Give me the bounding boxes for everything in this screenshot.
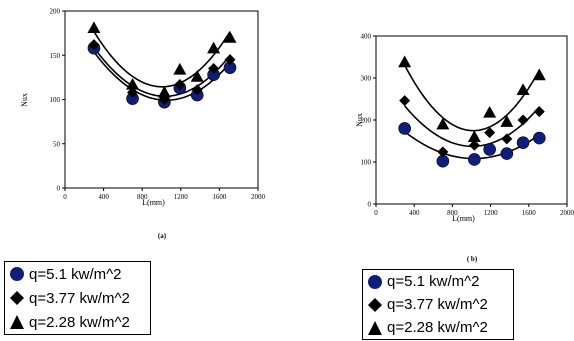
trendline-series-3 bbox=[93, 31, 231, 88]
y-tick-label: 0 bbox=[368, 201, 372, 209]
data-point-triangle bbox=[157, 85, 171, 98]
data-point-triangle bbox=[190, 69, 204, 82]
y-tick-label: 400 bbox=[361, 33, 372, 41]
panel-label: (a) bbox=[158, 232, 167, 240]
y-tick-label: 100 bbox=[50, 96, 61, 104]
chart-panel-b: 0 100 200 300 400 0 400 800 1200 1600 2000 L(mm) Nux… bbox=[355, 33, 574, 264]
data-point-circle bbox=[468, 153, 481, 166]
data-point-circle bbox=[516, 136, 530, 149]
data-point-diamond bbox=[501, 133, 513, 145]
legend-label: q=3.77 kw/m^2 bbox=[29, 289, 130, 307]
data-point-diamond bbox=[533, 106, 545, 118]
y-tick-label: 100 bbox=[361, 159, 372, 167]
data-point-diamond bbox=[468, 139, 480, 151]
data-point-diamond bbox=[208, 63, 220, 75]
data-point-triangle bbox=[398, 55, 412, 68]
data-point-triangle bbox=[436, 117, 450, 130]
diamond-marker-icon bbox=[9, 290, 25, 306]
x-tick-label: 1600 bbox=[522, 209, 537, 217]
legend-item: q=2.28 kw/m^2 bbox=[5, 310, 150, 334]
data-point-triangle bbox=[500, 115, 514, 127]
data-point-diamond bbox=[127, 86, 139, 98]
x-tick-label: 2000 bbox=[251, 193, 266, 201]
x-tick-label: 800 bbox=[137, 193, 148, 201]
y-tick-label: 300 bbox=[361, 75, 372, 83]
legend-label: q=5.1 kw/m^2 bbox=[29, 265, 122, 283]
data-point-circle bbox=[483, 143, 496, 156]
legend-label: q=2.28 kw/m^2 bbox=[387, 319, 488, 336]
y-axis-label: Nux bbox=[355, 113, 364, 127]
data-point-diamond bbox=[437, 146, 449, 158]
x-axis-label: L(mm) bbox=[142, 198, 165, 207]
legend-a: q=5.1 kw/m^2 q=3.77 kw/m^2 q=2.28 kw/m^2 bbox=[4, 261, 151, 335]
trendline-series-3 bbox=[403, 64, 541, 132]
data-point-triangle bbox=[87, 21, 101, 34]
data-point-circle bbox=[500, 147, 514, 160]
x-tick-label: 1600 bbox=[212, 193, 227, 201]
legend-item: q=5.1 kw/m^2 bbox=[363, 270, 513, 293]
data-point-diamond bbox=[484, 127, 496, 139]
data-point-diamond bbox=[224, 54, 236, 66]
legend-b: q=5.1 kw/m^2 q=3.77 kw/m^2 q=2.28 kw/m^2 bbox=[362, 269, 514, 340]
triangle-marker-icon bbox=[367, 320, 383, 336]
y-axis-label: Nux bbox=[20, 93, 29, 107]
data-point-triangle bbox=[173, 62, 187, 75]
circle-marker-icon bbox=[367, 274, 383, 290]
legend-item: q=3.77 kw/m^2 bbox=[5, 286, 150, 310]
circle-marker-icon bbox=[9, 266, 25, 282]
x-tick-label: 400 bbox=[409, 209, 420, 217]
data-point-triangle bbox=[126, 77, 140, 90]
data-point-diamond bbox=[191, 84, 203, 96]
y-tick-label: 200 bbox=[50, 8, 61, 16]
y-tick-label: 0 bbox=[57, 185, 61, 193]
data-point-diamond bbox=[88, 39, 100, 51]
data-point-triangle bbox=[207, 41, 221, 54]
legend-label: q=2.28 kw/m^2 bbox=[29, 313, 130, 331]
legend-item: q=2.28 kw/m^2 bbox=[363, 316, 513, 339]
x-tick-label: 1200 bbox=[174, 193, 189, 201]
data-point-circle bbox=[398, 122, 411, 135]
data-point-triangle bbox=[532, 68, 546, 81]
x-tick-label: 1200 bbox=[484, 209, 499, 217]
x-tick-label: 800 bbox=[447, 209, 458, 217]
panel-label: ( b) bbox=[467, 255, 478, 263]
y-tick-label: 50 bbox=[53, 140, 61, 148]
x-tick-label: 0 bbox=[374, 209, 378, 217]
x-tick-label: 400 bbox=[98, 193, 109, 201]
data-point-circle bbox=[533, 131, 546, 145]
x-tick-label: 2000 bbox=[560, 209, 574, 217]
diamond-marker-icon bbox=[367, 297, 383, 313]
data-point-triangle bbox=[223, 31, 237, 43]
y-tick-label: 200 bbox=[361, 117, 372, 125]
data-point-diamond bbox=[517, 114, 529, 126]
data-point-diamond bbox=[174, 78, 186, 90]
x-tick-label: 0 bbox=[63, 193, 67, 201]
legend-item: q=3.77 kw/m^2 bbox=[363, 293, 513, 316]
triangle-marker-icon bbox=[9, 314, 25, 330]
data-point-diamond bbox=[399, 95, 411, 107]
legend-label: q=3.77 kw/m^2 bbox=[387, 296, 488, 313]
data-point-triangle bbox=[483, 105, 497, 118]
legend-item: q=5.1 kw/m^2 bbox=[5, 262, 150, 286]
data-point-triangle bbox=[516, 83, 530, 95]
x-axis-label: L(mm) bbox=[452, 214, 475, 223]
legend-label: q=5.1 kw/m^2 bbox=[387, 273, 480, 290]
y-tick-label: 150 bbox=[50, 52, 61, 60]
data-point-triangle bbox=[467, 130, 481, 142]
